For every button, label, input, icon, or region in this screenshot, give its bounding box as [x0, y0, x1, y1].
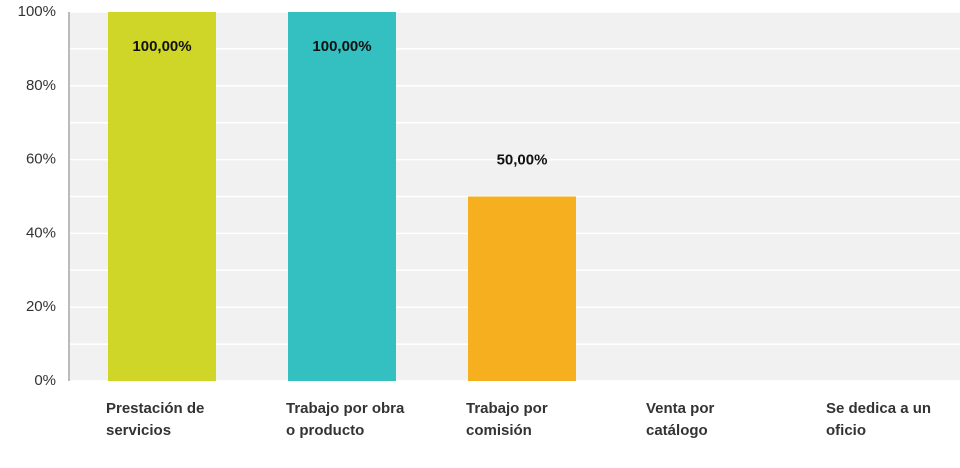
x-tick-label: Se dedica a un oficio — [826, 400, 932, 439]
bar — [108, 12, 216, 381]
y-tick-label: 100% — [18, 3, 56, 20]
bar — [288, 12, 396, 381]
value-label: 100,00% — [312, 38, 371, 55]
y-tick-label: 60% — [26, 151, 56, 168]
y-tick-label: 80% — [26, 77, 56, 94]
y-tick-label: 40% — [26, 224, 56, 241]
y-tick-label: 20% — [26, 298, 56, 315]
x-tick-label: Venta por catálogo — [646, 400, 715, 439]
x-tick-label: Trabajo por obra o producto — [286, 400, 405, 439]
x-tick-label: Trabajo por comisión — [466, 400, 548, 439]
y-tick-label: 0% — [34, 372, 56, 389]
x-tick-label: Prestación de servicios — [106, 400, 205, 439]
value-label: 100,00% — [132, 38, 191, 55]
bar — [468, 196, 576, 381]
value-label: 50,00% — [497, 151, 548, 168]
